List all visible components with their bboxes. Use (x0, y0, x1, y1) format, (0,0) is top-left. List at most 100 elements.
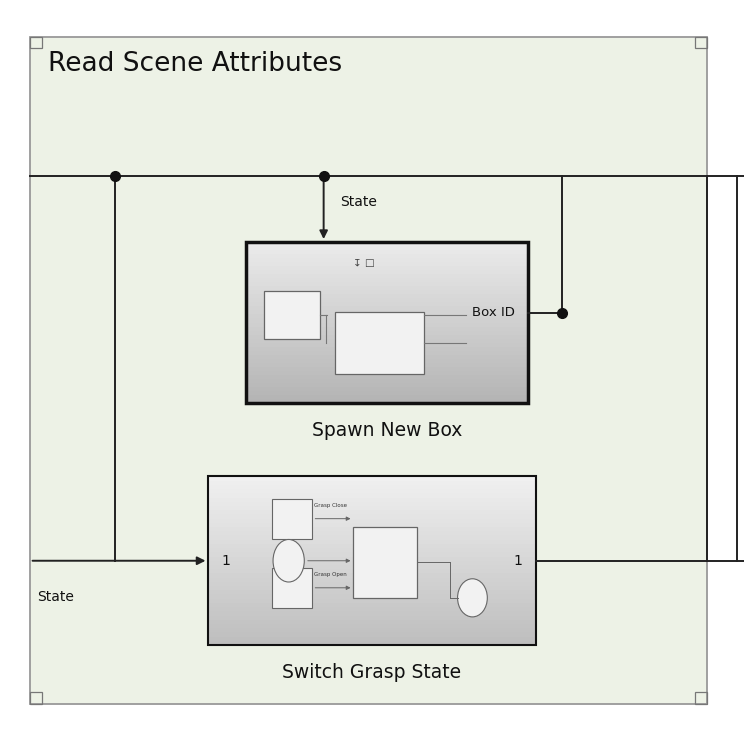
Text: 1: 1 (222, 553, 231, 568)
Bar (246, 270, 528, 274)
Bar (208, 539, 536, 544)
Bar (208, 599, 536, 603)
Bar (246, 395, 528, 399)
Bar (208, 611, 536, 616)
Bar (208, 616, 536, 620)
Bar (246, 363, 528, 366)
Bar (246, 246, 528, 250)
Bar (246, 311, 528, 314)
Bar (246, 262, 528, 266)
Bar (246, 343, 528, 347)
Bar (246, 323, 528, 327)
Bar (208, 628, 536, 633)
Bar (246, 387, 528, 391)
Bar (208, 535, 536, 539)
Bar (208, 485, 536, 489)
Bar (208, 506, 536, 510)
Bar (246, 306, 528, 311)
Bar (246, 298, 528, 302)
Text: Read Scene Attributes: Read Scene Attributes (48, 51, 342, 77)
Bar (208, 544, 536, 548)
Text: Switch Grasp State: Switch Grasp State (283, 663, 461, 682)
Bar (246, 371, 528, 375)
Bar (246, 339, 528, 343)
Bar (246, 331, 528, 334)
Bar (246, 242, 528, 403)
Text: Spawn New Box: Spawn New Box (312, 421, 462, 441)
Bar (695, 37, 707, 48)
Text: State: State (340, 194, 377, 209)
Bar (246, 383, 528, 387)
Bar (208, 489, 536, 493)
Bar (246, 334, 528, 339)
Bar (208, 502, 536, 506)
Bar (208, 548, 536, 553)
Ellipse shape (458, 579, 487, 617)
Bar (246, 282, 528, 286)
Bar (208, 498, 536, 501)
Bar (246, 266, 528, 270)
Bar (208, 590, 536, 594)
Bar (246, 287, 528, 290)
Bar (208, 607, 536, 611)
Bar (246, 279, 528, 282)
Bar (246, 355, 528, 358)
Bar (208, 476, 536, 481)
Bar (208, 641, 536, 645)
Bar (208, 476, 536, 645)
Bar (208, 578, 536, 582)
Bar (246, 359, 528, 363)
Bar (208, 573, 536, 578)
Bar (208, 633, 536, 636)
Bar (246, 319, 528, 323)
Bar (272, 567, 312, 608)
Bar (208, 519, 536, 523)
Bar (208, 565, 536, 569)
Bar (246, 375, 528, 379)
Bar (208, 553, 536, 556)
Bar (246, 242, 528, 246)
Bar (208, 561, 536, 565)
Bar (272, 498, 312, 539)
Bar (208, 527, 536, 531)
Ellipse shape (273, 539, 304, 582)
Bar (30, 692, 42, 704)
Bar (208, 515, 536, 519)
Bar (208, 481, 536, 485)
Text: Grasp Open: Grasp Open (314, 572, 347, 577)
Bar (264, 291, 320, 339)
Bar (246, 351, 528, 355)
Bar (246, 290, 528, 294)
Bar (208, 531, 536, 535)
Bar (208, 523, 536, 527)
Bar (353, 527, 417, 598)
Bar (208, 594, 536, 599)
Text: State: State (37, 590, 74, 604)
Bar (246, 379, 528, 383)
Bar (208, 586, 536, 590)
Bar (246, 302, 528, 306)
Bar (246, 250, 528, 254)
Bar (246, 367, 528, 371)
Bar (695, 692, 707, 704)
Bar (335, 312, 424, 374)
Bar (246, 254, 528, 258)
Text: Grasp Close: Grasp Close (314, 503, 347, 507)
Bar (246, 258, 528, 262)
Bar (30, 37, 42, 48)
Bar (208, 603, 536, 607)
Text: ↧ □: ↧ □ (353, 258, 375, 268)
Bar (208, 582, 536, 586)
Bar (208, 636, 536, 641)
Bar (246, 274, 528, 278)
Bar (208, 624, 536, 628)
Bar (246, 399, 528, 403)
Bar (246, 391, 528, 395)
Bar (208, 569, 536, 573)
Bar (208, 620, 536, 624)
Bar (208, 556, 536, 561)
Bar (208, 493, 536, 498)
Bar (246, 347, 528, 351)
Text: Box ID: Box ID (472, 306, 515, 320)
Bar (208, 510, 536, 515)
